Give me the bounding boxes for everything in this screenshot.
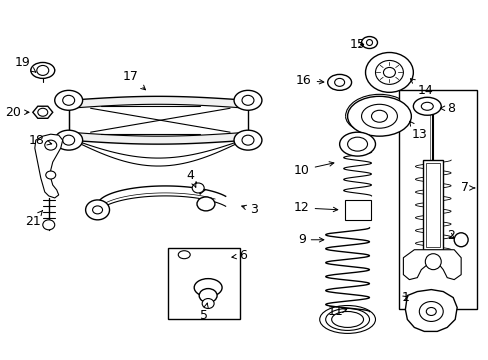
Bar (168, 248, 240, 319)
Ellipse shape (412, 97, 440, 115)
Polygon shape (405, 289, 456, 332)
Text: 19: 19 (15, 56, 36, 72)
Ellipse shape (31, 62, 55, 78)
Ellipse shape (55, 130, 82, 150)
Bar (426, 163, 439, 247)
Bar (344, 200, 370, 220)
Text: 6: 6 (231, 249, 246, 262)
Ellipse shape (361, 104, 397, 128)
Ellipse shape (371, 110, 386, 122)
Text: 18: 18 (29, 134, 52, 147)
Text: 16: 16 (295, 74, 323, 87)
Ellipse shape (334, 78, 344, 86)
Text: 20: 20 (5, 106, 29, 119)
Text: 10: 10 (293, 162, 333, 176)
Ellipse shape (197, 197, 214, 211)
Ellipse shape (194, 279, 222, 297)
Ellipse shape (199, 289, 217, 302)
Ellipse shape (421, 102, 432, 110)
Ellipse shape (92, 206, 102, 214)
Polygon shape (403, 250, 460, 280)
Ellipse shape (242, 95, 253, 105)
Ellipse shape (37, 66, 49, 75)
Ellipse shape (55, 90, 82, 110)
Ellipse shape (62, 135, 75, 145)
Bar (399, 90, 476, 310)
Ellipse shape (178, 251, 190, 259)
Ellipse shape (46, 171, 56, 179)
Ellipse shape (375, 60, 403, 84)
Ellipse shape (202, 298, 214, 309)
Ellipse shape (426, 307, 435, 315)
Ellipse shape (347, 96, 410, 136)
Text: 8: 8 (439, 102, 454, 115)
Text: 7: 7 (460, 181, 474, 194)
Text: 1: 1 (401, 291, 408, 304)
Polygon shape (33, 106, 53, 118)
Ellipse shape (327, 75, 351, 90)
Text: 14: 14 (409, 79, 432, 97)
Text: 13: 13 (409, 121, 427, 141)
Ellipse shape (366, 40, 372, 45)
Bar (423, 160, 442, 250)
Ellipse shape (361, 37, 377, 49)
Ellipse shape (234, 130, 262, 150)
Ellipse shape (234, 90, 262, 110)
Text: 17: 17 (122, 70, 145, 90)
Ellipse shape (365, 53, 412, 92)
Polygon shape (35, 134, 62, 198)
Ellipse shape (38, 108, 48, 116)
Text: 11: 11 (327, 305, 346, 318)
Ellipse shape (192, 183, 203, 193)
Ellipse shape (339, 132, 375, 156)
Text: 12: 12 (293, 201, 337, 215)
Ellipse shape (383, 67, 395, 77)
Ellipse shape (85, 200, 109, 220)
Ellipse shape (62, 95, 75, 105)
Text: 15: 15 (349, 38, 365, 51)
Text: 21: 21 (25, 210, 42, 228)
Text: 9: 9 (297, 233, 323, 246)
Text: 3: 3 (241, 203, 257, 216)
Text: 4: 4 (186, 168, 196, 187)
Ellipse shape (242, 135, 253, 145)
Ellipse shape (45, 140, 57, 150)
Text: 2: 2 (447, 229, 454, 242)
Ellipse shape (453, 233, 467, 247)
Text: 5: 5 (200, 303, 208, 322)
Ellipse shape (347, 137, 367, 151)
Ellipse shape (425, 254, 440, 270)
Ellipse shape (42, 220, 55, 230)
Ellipse shape (419, 302, 442, 321)
